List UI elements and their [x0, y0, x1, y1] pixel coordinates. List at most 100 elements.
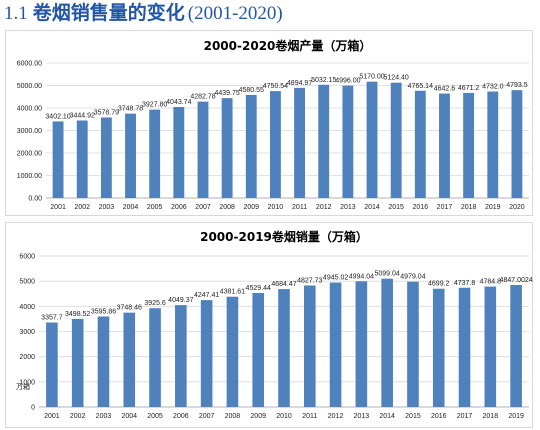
data-label: 4765.14 [408, 83, 433, 90]
y-tick-label: 4000 [19, 304, 35, 311]
data-label: 4979.04 [400, 274, 425, 281]
bar-2019 [510, 285, 522, 407]
slide-title: 1.1 卷烟销售量的变化 (2001-2020) [4, 0, 283, 27]
x-tick-label: 2010 [276, 413, 292, 420]
bar-2012 [329, 282, 342, 407]
bar-2019 [487, 91, 499, 198]
bar-2016 [414, 90, 426, 198]
y-tick-label: 0.00 [28, 196, 42, 203]
data-label: 3925.6 [144, 300, 166, 307]
x-tick-label: 2018 [461, 204, 477, 211]
x-tick-label: 2003 [96, 413, 112, 420]
x-tick-label: 2006 [171, 204, 187, 211]
bar-2016 [432, 288, 445, 407]
data-label: 4381.61 [220, 289, 245, 296]
x-tick-label: 2009 [243, 204, 259, 211]
x-tick-label: 2001 [44, 413, 60, 420]
y-tick-label: 6000.00 [17, 61, 42, 68]
x-tick-label: 2020 [509, 204, 525, 211]
x-tick-label: 2019 [508, 413, 524, 420]
data-label: 4642.6 [434, 86, 456, 93]
y-tick-label: 1000.00 [17, 173, 42, 180]
x-tick-label: 2019 [485, 204, 501, 211]
x-tick-label: 2016 [413, 204, 429, 211]
data-label: 4247.41 [194, 292, 219, 299]
data-label: 4847.0024 [500, 277, 533, 284]
data-label: 4996.00 [335, 78, 360, 85]
data-label: 4793.5 [506, 82, 528, 89]
x-tick-label: 2015 [405, 413, 421, 420]
bar-2008 [221, 98, 233, 198]
data-label: 4945.02 [323, 275, 348, 282]
x-tick-label: 2008 [219, 204, 235, 211]
bar-2006 [175, 305, 187, 407]
data-label: 3357.7 [41, 314, 63, 321]
bar-2018 [484, 286, 497, 407]
data-label: 5124.40 [384, 75, 409, 82]
y-tick-label: 3000.00 [17, 128, 42, 135]
x-tick-label: 2010 [268, 204, 284, 211]
x-tick-label: 2015 [388, 204, 404, 211]
data-label: 3444.92 [70, 112, 95, 119]
bar-2014 [381, 278, 393, 407]
x-tick-label: 2009 [250, 413, 266, 420]
x-tick-label: 2001 [50, 204, 66, 211]
y-tick-label: 3000 [19, 329, 35, 336]
chart-title: 2000-2020卷烟产量（万箱） [204, 38, 372, 53]
bar-2009 [252, 293, 265, 407]
x-tick-label: 2011 [302, 413, 317, 420]
sales-bar-chart: 2000-2019卷烟销量（万箱） 0 1000 2000 3000 4000 5000 60… [16, 229, 533, 420]
data-label: 4529.44 [246, 285, 271, 292]
x-tick-label: 2017 [457, 413, 473, 420]
x-tick-label: 2005 [147, 413, 163, 420]
x-tick-label: 2007 [195, 204, 211, 211]
bar-2010 [278, 289, 290, 407]
bar-2005 [149, 308, 161, 407]
bar-2003 [97, 316, 110, 407]
data-label: 4684.47 [271, 281, 296, 288]
data-label: 5099.04 [375, 271, 400, 278]
x-tick-label: 2008 [225, 413, 241, 420]
data-label: 4750.54 [263, 83, 288, 90]
bar-2015 [407, 281, 419, 407]
x-tick-label: 2002 [70, 413, 86, 420]
bar-2002 [71, 318, 84, 407]
x-tick-label: 2011 [292, 204, 307, 211]
x-tick-label: 2006 [173, 413, 189, 420]
bar-2017 [458, 287, 471, 407]
data-label: 3927.80 [142, 102, 167, 109]
data-label: 5170.00 [359, 74, 384, 81]
bar-2001 [46, 322, 58, 407]
x-tick-label: 2013 [340, 204, 356, 211]
y-tick-label: 2000.00 [17, 151, 42, 158]
data-label: 4580.55 [239, 87, 264, 94]
y-axis-label: 万箱 [16, 382, 30, 391]
bar-2009 [245, 94, 257, 198]
y-tick-label: 0 [31, 405, 35, 412]
x-tick-label: 2012 [328, 413, 344, 420]
data-label: 4043.74 [166, 99, 191, 106]
y-tick-label: 5000.00 [17, 83, 42, 90]
data-label: 5032.15 [311, 77, 336, 84]
x-tick-label: 2005 [147, 204, 163, 211]
y-tick-label: 4000.00 [17, 106, 42, 113]
bar-2004 [125, 113, 136, 198]
slide-number: 1.1 [4, 3, 28, 24]
bar-2005 [149, 109, 161, 198]
bar-2011 [303, 285, 316, 407]
y-tick-label: 1000 [19, 379, 35, 386]
bar-2006 [173, 107, 185, 198]
x-tick-label: 2004 [121, 413, 137, 420]
data-label: 4827.73 [297, 278, 322, 285]
bar-2013 [342, 85, 354, 198]
x-tick-label: 2002 [74, 204, 90, 211]
production-bar-chart: 2000-2020卷烟产量（万箱） 0.00 1000.00 2000.00 3000.… [17, 38, 529, 211]
data-label: 4994.04 [349, 273, 374, 280]
x-tick-label: 2014 [364, 204, 380, 211]
chart-title: 2000-2019卷烟销量（万箱） [200, 229, 368, 244]
data-label: 3748.78 [118, 106, 143, 113]
bar-2008 [226, 296, 239, 407]
bar-2011 [294, 87, 306, 198]
x-tick-label: 2017 [437, 204, 453, 211]
data-label: 3402.10 [45, 113, 70, 120]
